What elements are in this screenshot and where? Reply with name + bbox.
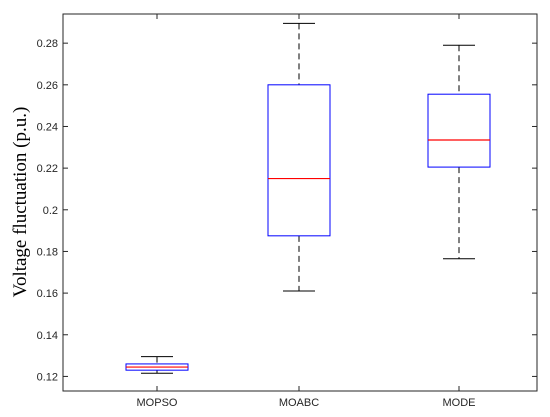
y-axis-ticks: 0.12 0.14 0.16 0.18 0.2 0.22 0.24 0.26 0.28 [37, 38, 537, 383]
box-moabc [267, 22, 331, 292]
x-category-label: MODE [443, 397, 476, 409]
plot-area-frame [62, 13, 538, 392]
y-tick-label: 0.18 [37, 246, 58, 258]
y-tick-label: 0.16 [37, 288, 58, 300]
interquartile-box [267, 84, 331, 237]
y-tick-label: 0.12 [37, 371, 58, 383]
x-category-label: MOPSO [137, 397, 178, 409]
y-axis-label: Voltage fluctuation (p.u.) [10, 107, 31, 298]
x-category-label: MOABC [279, 397, 319, 409]
x-axis-ticks: MOPSO MOABC MODE [137, 14, 476, 409]
box-mode [427, 44, 491, 260]
y-tick-label: 0.2 [43, 205, 58, 217]
y-tick-label: 0.28 [37, 38, 58, 50]
y-tick-label: 0.14 [37, 330, 58, 342]
y-tick-label: 0.24 [37, 121, 58, 133]
box-mopso [125, 356, 189, 374]
interquartile-box [427, 93, 491, 168]
box-series [125, 22, 491, 374]
y-tick-label: 0.22 [37, 163, 58, 175]
y-tick-label: 0.26 [37, 80, 58, 92]
